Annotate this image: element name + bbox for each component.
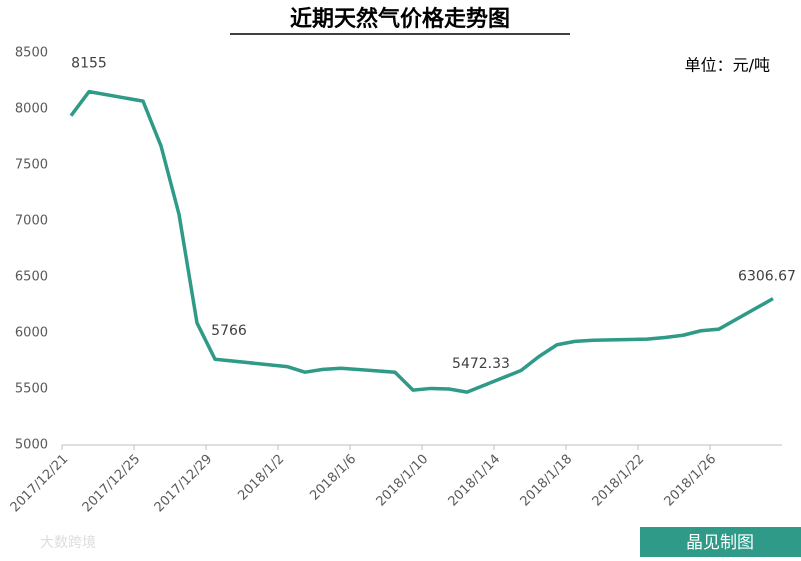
x-tick-label: 2018/1/14 (446, 452, 504, 510)
x-tick-label: 2018/1/26 (662, 452, 720, 510)
x-tick-label: 2017/12/29 (152, 452, 216, 516)
x-tick-label: 2017/12/21 (8, 452, 72, 516)
data-label: 6306.67 (738, 269, 796, 285)
watermark: 大数跨境 (40, 535, 96, 551)
unit-note: 单位：元/吨 (685, 56, 770, 75)
chart-title: 近期天然气价格走势图 (290, 6, 510, 32)
x-tick-label: 2018/1/2 (235, 452, 287, 504)
y-tick-label: 6000 (15, 326, 48, 341)
line (69, 89, 774, 394)
x-tick-label: 2017/12/25 (80, 452, 144, 516)
y-tick-label: 7000 (15, 214, 48, 229)
data-label: 5766 (211, 323, 247, 339)
x-tick-label: 2018/1/22 (590, 452, 648, 510)
x-tick-label: 2018/1/10 (374, 452, 432, 510)
y-tick-label: 8500 (15, 46, 48, 61)
y-tick-label: 5500 (15, 382, 48, 397)
data-label: 5472.33 (452, 356, 510, 372)
credit: 晶见制图 (686, 533, 754, 553)
y-tick-label: 8000 (15, 102, 48, 117)
y-tick-label: 7500 (15, 158, 48, 173)
y-tick-label: 5000 (15, 438, 48, 453)
y-tick-label: 6500 (15, 270, 48, 285)
x-tick-label: 2018/1/6 (307, 452, 359, 504)
data-label: 8155 (71, 56, 107, 72)
x-tick-label: 2018/1/18 (518, 452, 576, 510)
credit-box (640, 527, 801, 557)
